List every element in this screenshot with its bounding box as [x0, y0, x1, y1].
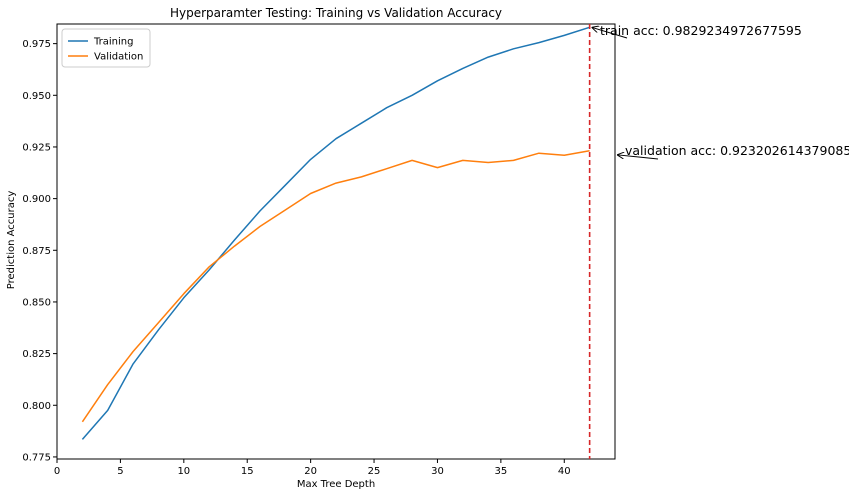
x-tick-label: 15	[241, 466, 254, 477]
plot-area: 0 5 10 15 20 25 30 35 40 0.775 0.800 0.825 0.850 0.87…	[22, 23, 849, 477]
chart-title: Hyperparamter Testing: Training vs Valid…	[170, 6, 502, 20]
x-tick-label: 10	[177, 466, 190, 477]
x-tick-label: 40	[558, 466, 571, 477]
legend-box	[61, 28, 151, 68]
y-tick-label: 0.925	[22, 142, 51, 153]
x-tick-label: 20	[304, 466, 317, 477]
y-tick-label: 0.950	[22, 91, 51, 102]
y-tick-label: 0.850	[22, 297, 51, 308]
legend-label-training: Training	[93, 37, 133, 48]
x-axis-label: Max Tree Depth	[297, 479, 375, 490]
y-tick-label: 0.825	[22, 349, 51, 360]
y-tick-label: 0.975	[22, 39, 51, 50]
x-tick-label: 35	[494, 466, 507, 477]
validation-annotation-arrow	[617, 155, 659, 160]
train-annotation-text: train acc: 0.9829234972677595	[600, 23, 802, 38]
validation-annotation-text: validation acc: 0.923202614379085	[625, 143, 849, 158]
x-tick-label: 5	[117, 466, 123, 477]
y-tick-label: 0.775	[22, 452, 51, 463]
x-tick-label: 25	[368, 466, 381, 477]
series-line-validation	[81, 149, 590, 423]
legend-label-validation: Validation	[94, 52, 143, 63]
series-line-training	[81, 26, 590, 440]
x-tick-label: 0	[54, 466, 60, 477]
x-tick-label: 30	[431, 466, 444, 477]
axes-frame	[56, 23, 616, 460]
train-annotation-arrow	[592, 27, 628, 39]
y-tick-label: 0.900	[22, 194, 51, 205]
y-axis-label: Prediction Accuracy	[6, 191, 17, 290]
y-tick-label: 0.800	[22, 401, 51, 412]
y-tick-label: 0.875	[22, 246, 51, 257]
